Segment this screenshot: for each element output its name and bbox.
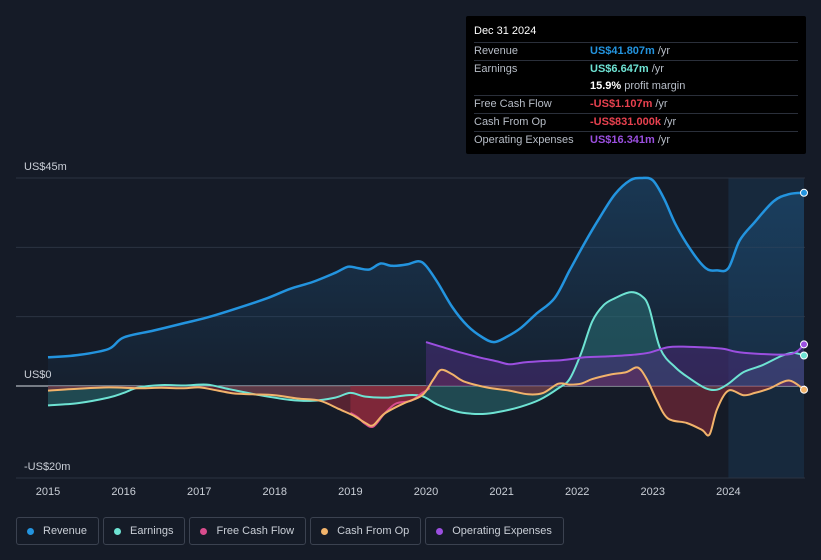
- tooltip-row-label: Revenue: [474, 45, 519, 57]
- tooltip-row-label: Cash From Op: [474, 116, 547, 128]
- tooltip-row-value: US$6.647m: [590, 63, 649, 75]
- y-label-bottom: -US$20m: [24, 461, 70, 473]
- series-lines: [47, 176, 805, 437]
- x-tick-label: 2021: [489, 486, 513, 498]
- revenue-end-marker: [800, 188, 808, 197]
- tooltip-row-unit: /yr: [657, 45, 671, 57]
- legend-dot-icon: [436, 527, 444, 535]
- end-markers: [800, 188, 808, 394]
- legend-dot-icon: [321, 527, 329, 535]
- tooltip-row-unit: /yr: [657, 134, 671, 146]
- tooltip-row: Free Cash Flow -US$1.107m/yr: [474, 95, 798, 113]
- y-label-top: US$45m: [24, 161, 67, 173]
- tooltip-rows: Revenue US$41.807m/yr Earnings US$6.647m/yr…: [474, 42, 798, 149]
- tooltip-row-label: [474, 78, 590, 95]
- x-axis-ticks: 2015 2016 2017 2018 2019 2020 2021 2022 2023 2024: [36, 486, 741, 498]
- tooltip-row-unit: profit margin: [624, 80, 686, 92]
- x-tick-label: 2018: [263, 486, 287, 498]
- tooltip-row-value: US$41.807m: [590, 45, 655, 57]
- revenue-line: [47, 176, 805, 359]
- tooltip-row-value: -US$831.000k: [590, 116, 661, 128]
- legend-label: Free Cash Flow: [216, 525, 295, 537]
- cash-from-op-line: [47, 366, 805, 437]
- legend-item-operating-expenses[interactable]: Operating Expenses: [425, 517, 564, 545]
- tooltip-row: Earnings US$6.647m/yr: [474, 60, 798, 78]
- series-fills: [48, 177, 804, 436]
- legend-dot-icon: [27, 527, 34, 535]
- tooltip-row-value: -US$1.107m: [590, 98, 653, 110]
- x-tick-label: 2015: [36, 486, 60, 498]
- x-tick-label: 2024: [716, 486, 740, 498]
- operating-expenses-area: [426, 342, 804, 386]
- x-tick-label: 2020: [414, 486, 438, 498]
- earnings-line: [47, 291, 805, 415]
- x-tick-label: 2016: [111, 486, 135, 498]
- operating-expenses-line: [425, 341, 805, 366]
- x-tick-label: 2019: [338, 486, 362, 498]
- tooltip-row: 15.9% profit margin: [474, 78, 798, 95]
- x-tick-label: 2023: [641, 486, 665, 498]
- tooltip-row-value: 15.9%: [590, 80, 622, 92]
- tooltip-row-unit: /yr: [655, 98, 668, 110]
- tooltip-row: Operating Expenses US$16.341m/yr: [474, 131, 798, 149]
- tooltip-row-unit: /yr: [663, 116, 677, 128]
- tooltip-row: Cash From Op -US$831.000k/yr: [474, 113, 798, 131]
- legend-dot-icon: [200, 527, 208, 535]
- tooltip-row-label: Earnings: [474, 63, 518, 75]
- legend: Revenue Earnings Free Cash Flow Cash From O…: [16, 517, 568, 545]
- legend-label: Cash From Op: [337, 525, 410, 537]
- legend-label: Revenue: [43, 525, 88, 537]
- tooltip-row-label: Free Cash Flow: [474, 98, 552, 110]
- legend-item-free-cash-flow[interactable]: Free Cash Flow: [189, 517, 307, 545]
- operating-expenses-end-marker: [800, 340, 808, 349]
- legend-label: Earnings: [130, 525, 174, 537]
- tooltip-date: Dec 31 2024: [474, 25, 537, 37]
- legend-item-cash-from-op[interactable]: Cash From Op: [310, 517, 422, 545]
- y-label-zero: US$0: [24, 369, 52, 381]
- x-tick-label: 2017: [187, 486, 211, 498]
- legend-item-earnings[interactable]: Earnings: [103, 517, 186, 545]
- legend-item-revenue[interactable]: Revenue: [16, 517, 100, 545]
- cash-from-op-end-marker: [800, 385, 808, 394]
- tooltip: Dec 31 2024 Revenue US$41.807m/yr Earnings…: [466, 16, 806, 154]
- tooltip-row-label: Operating Expenses: [474, 134, 574, 146]
- tooltip-row: Revenue US$41.807m/yr: [474, 42, 798, 60]
- legend-dot-icon: [114, 527, 122, 535]
- earnings-end-marker: [800, 351, 808, 360]
- x-tick-label: 2022: [565, 486, 589, 498]
- legend-label: Operating Expenses: [452, 525, 552, 537]
- tooltip-row-value: US$16.341m: [590, 134, 655, 146]
- tooltip-row-unit: /yr: [651, 63, 664, 75]
